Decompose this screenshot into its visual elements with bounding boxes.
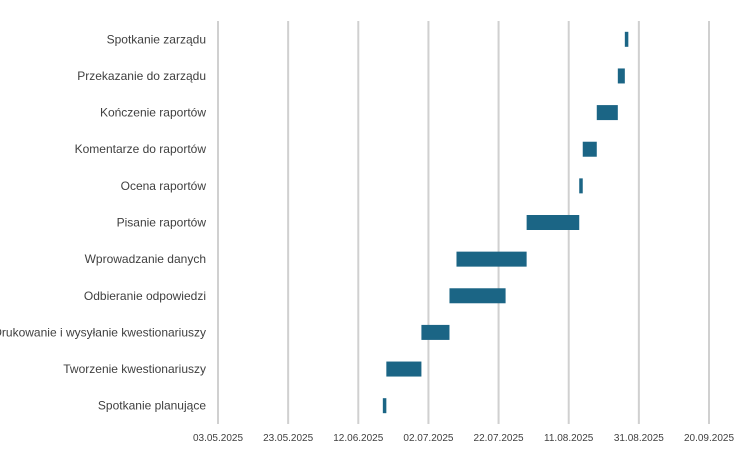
task-label: Spotkanie zarządu (107, 32, 206, 46)
x-tick-label: 11.08.2025 (544, 433, 594, 444)
x-tick-label: 20.09.2025 (684, 433, 734, 444)
task-bar (449, 288, 506, 304)
task-label: Komentarze do raportów (75, 142, 207, 156)
task-bar (582, 141, 597, 157)
task-bar (579, 178, 583, 194)
task-label: Przekazanie do zarządu (77, 69, 206, 83)
task-label: Wprowadzanie danych (85, 252, 206, 266)
x-tick-label: 02.07.2025 (403, 433, 453, 444)
task-bar (596, 105, 618, 121)
gridlines (217, 21, 710, 424)
task-bars (382, 31, 629, 414)
x-tick-label: 12.06.2025 (333, 433, 383, 444)
task-bar (382, 398, 387, 414)
task-label: Kończenie raportów (100, 106, 206, 120)
task-bar (421, 324, 450, 340)
task-bar (617, 68, 625, 84)
task-label: Odbieranie odpowiedzi (84, 289, 206, 303)
task-labels: Spotkanie planujące Tworzenie kwestionari… (0, 32, 206, 412)
x-tick-label: 23.05.2025 (263, 433, 313, 444)
task-bar (624, 31, 629, 47)
x-tick-label: 31.08.2025 (614, 433, 664, 444)
task-bar (526, 215, 580, 230)
task-bar (386, 361, 422, 377)
task-label: Spotkanie planujące (98, 399, 206, 413)
x-tick-label: 22.07.2025 (474, 433, 524, 444)
x-tick-label: 03.05.2025 (193, 433, 243, 444)
task-label: Pisanie raportów (117, 216, 207, 230)
task-label: Drukowanie i wysyłanie kwestionariuszy (0, 325, 206, 339)
task-bar (456, 251, 527, 267)
task-label: Tworzenie kwestionariuszy (63, 362, 206, 376)
x-axis-tick-labels: 03.05.2025 23.05.2025 12.06.2025 02.07.2025… (193, 433, 734, 444)
task-label: Ocena raportów (121, 179, 207, 193)
